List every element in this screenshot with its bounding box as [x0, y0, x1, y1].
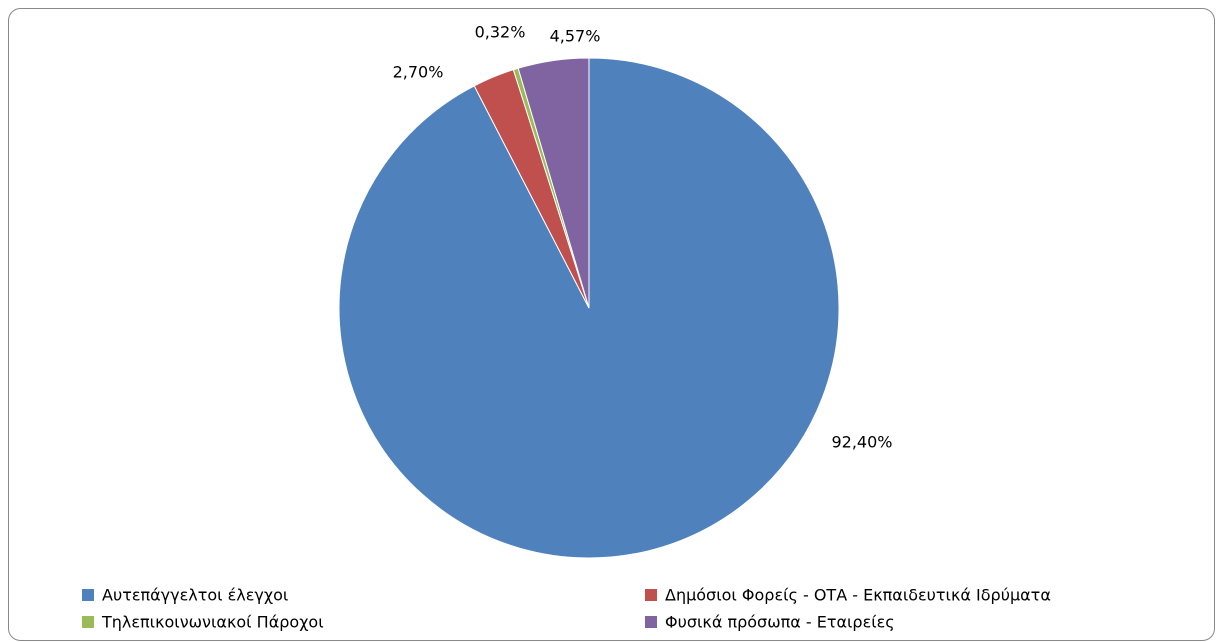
legend-swatch — [645, 616, 657, 628]
legend-swatch — [645, 589, 657, 601]
legend-swatch — [82, 589, 94, 601]
legend-label: Φυσικά πρόσωπα - Εταιρείες — [665, 613, 895, 632]
pie-slice — [517, 57, 590, 309]
legend-label: Δημόσιοι Φορείς - ΟΤΑ - Εκπαιδευτικά Ιδρ… — [665, 586, 1051, 605]
data-label: 2,70% — [393, 63, 444, 82]
legend-label: Τηλεπικοινωνιακοί Πάροχοι — [101, 613, 324, 632]
legend-swatch — [82, 616, 94, 628]
data-label: 92,40% — [831, 433, 892, 452]
data-label: 4,57% — [550, 27, 601, 46]
legend-label: Αυτεπάγγελτοι έλεγχοι — [102, 586, 288, 605]
data-label: 0,32% — [475, 23, 526, 42]
